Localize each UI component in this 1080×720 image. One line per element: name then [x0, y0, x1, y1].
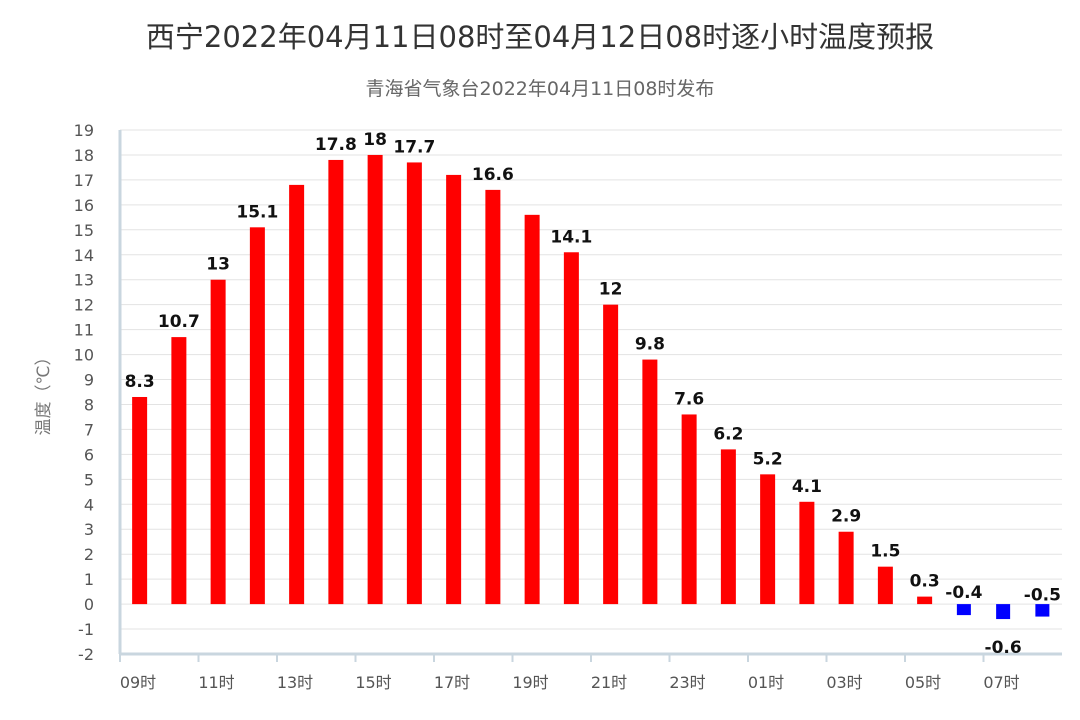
y-tick-label: 6	[84, 445, 94, 464]
y-tick-label: -2	[78, 645, 94, 664]
data-label: 17.7	[393, 137, 435, 157]
data-label: -0.6	[985, 638, 1022, 658]
x-tick-label: 23时	[669, 673, 705, 692]
data-label: 14.1	[550, 227, 592, 247]
data-label: 6.2	[713, 424, 743, 444]
bar	[720, 449, 736, 605]
bar	[328, 159, 344, 605]
y-tick-label: -1	[78, 620, 94, 639]
data-label: 7.6	[674, 389, 704, 409]
y-tick-label: 11	[74, 321, 94, 340]
y-tick-label: 14	[74, 246, 94, 265]
y-tick-label: 9	[84, 371, 94, 390]
x-tick-label: 11时	[198, 673, 234, 692]
bar	[917, 596, 933, 605]
bar	[132, 396, 148, 605]
y-tick-label: 15	[74, 221, 94, 240]
bar	[877, 566, 893, 605]
bar	[799, 501, 815, 605]
x-tick-label: 09时	[120, 673, 156, 692]
x-tick-label: 19时	[512, 673, 548, 692]
bar	[367, 154, 383, 605]
bar	[406, 162, 422, 605]
bar	[838, 531, 854, 605]
x-tick-label: 03时	[826, 673, 862, 692]
chart-subtitle: 青海省气象台2022年04月11日08时发布	[365, 78, 715, 100]
x-tick-label: 07时	[983, 673, 1019, 692]
data-label: 8.3	[125, 372, 155, 392]
bar	[485, 189, 501, 605]
data-label: 16.6	[472, 165, 514, 185]
bar	[603, 304, 619, 605]
bar	[446, 174, 462, 605]
x-tick-label: 15时	[355, 673, 391, 692]
y-tick-label: 17	[74, 171, 94, 190]
data-label: 4.1	[792, 477, 822, 497]
x-tick-label: 13时	[277, 673, 313, 692]
bar	[760, 474, 776, 605]
y-tick-label: 0	[84, 595, 94, 614]
data-label: -0.5	[1024, 586, 1061, 606]
y-tick-label: 4	[84, 495, 94, 514]
y-tick-label: 10	[74, 346, 94, 365]
bar	[289, 184, 305, 605]
y-tick-label: 1	[84, 570, 94, 589]
y-tick-label: 16	[74, 196, 94, 215]
bar-negative	[996, 604, 1011, 620]
data-label: 5.2	[753, 449, 783, 469]
bar	[642, 359, 658, 605]
data-label: 0.3	[910, 572, 940, 592]
y-tick-label: 7	[84, 420, 94, 439]
data-label: 17.8	[315, 135, 357, 155]
y-tick-label: 12	[74, 296, 94, 315]
y-tick-label: 8	[84, 395, 94, 414]
bar-negative	[1035, 604, 1050, 617]
bar	[171, 337, 187, 605]
y-tick-label: 18	[74, 146, 94, 165]
bar-negative	[956, 604, 971, 616]
y-axis-title: 温度（℃）	[34, 348, 54, 435]
x-tick-label: 21时	[591, 673, 627, 692]
chart-title: 西宁2022年04月11日08时至04月12日08时逐小时温度预报	[145, 20, 935, 54]
y-tick-label: 3	[84, 520, 94, 539]
y-tick-label: 19	[74, 121, 94, 140]
bar	[524, 214, 540, 605]
bar	[210, 279, 226, 605]
x-tick-label: 05时	[905, 673, 941, 692]
data-label: 10.7	[158, 312, 200, 332]
data-label: 9.8	[635, 335, 665, 355]
bar	[563, 252, 579, 605]
bars	[132, 154, 1050, 620]
data-label: 2.9	[831, 507, 861, 527]
data-label: 18	[363, 130, 387, 150]
x-tick-label: 01时	[748, 673, 784, 692]
x-tick-label: 17时	[434, 673, 470, 692]
data-label: 1.5	[870, 542, 900, 562]
y-tick-label: 13	[74, 271, 94, 290]
y-tick-label: 5	[84, 470, 94, 489]
data-label: 13	[206, 255, 230, 275]
bar	[681, 414, 697, 605]
data-label: -0.4	[945, 583, 982, 603]
data-label: 15.1	[236, 202, 278, 222]
y-tick-label: 2	[84, 545, 94, 564]
bar	[249, 227, 265, 605]
data-label: 12	[599, 280, 623, 300]
data-labels: 8.3 10.7 13 15.1 17.8 18 17.7 16.6 14.1 12 9.8 7.6 6…	[125, 130, 1061, 658]
